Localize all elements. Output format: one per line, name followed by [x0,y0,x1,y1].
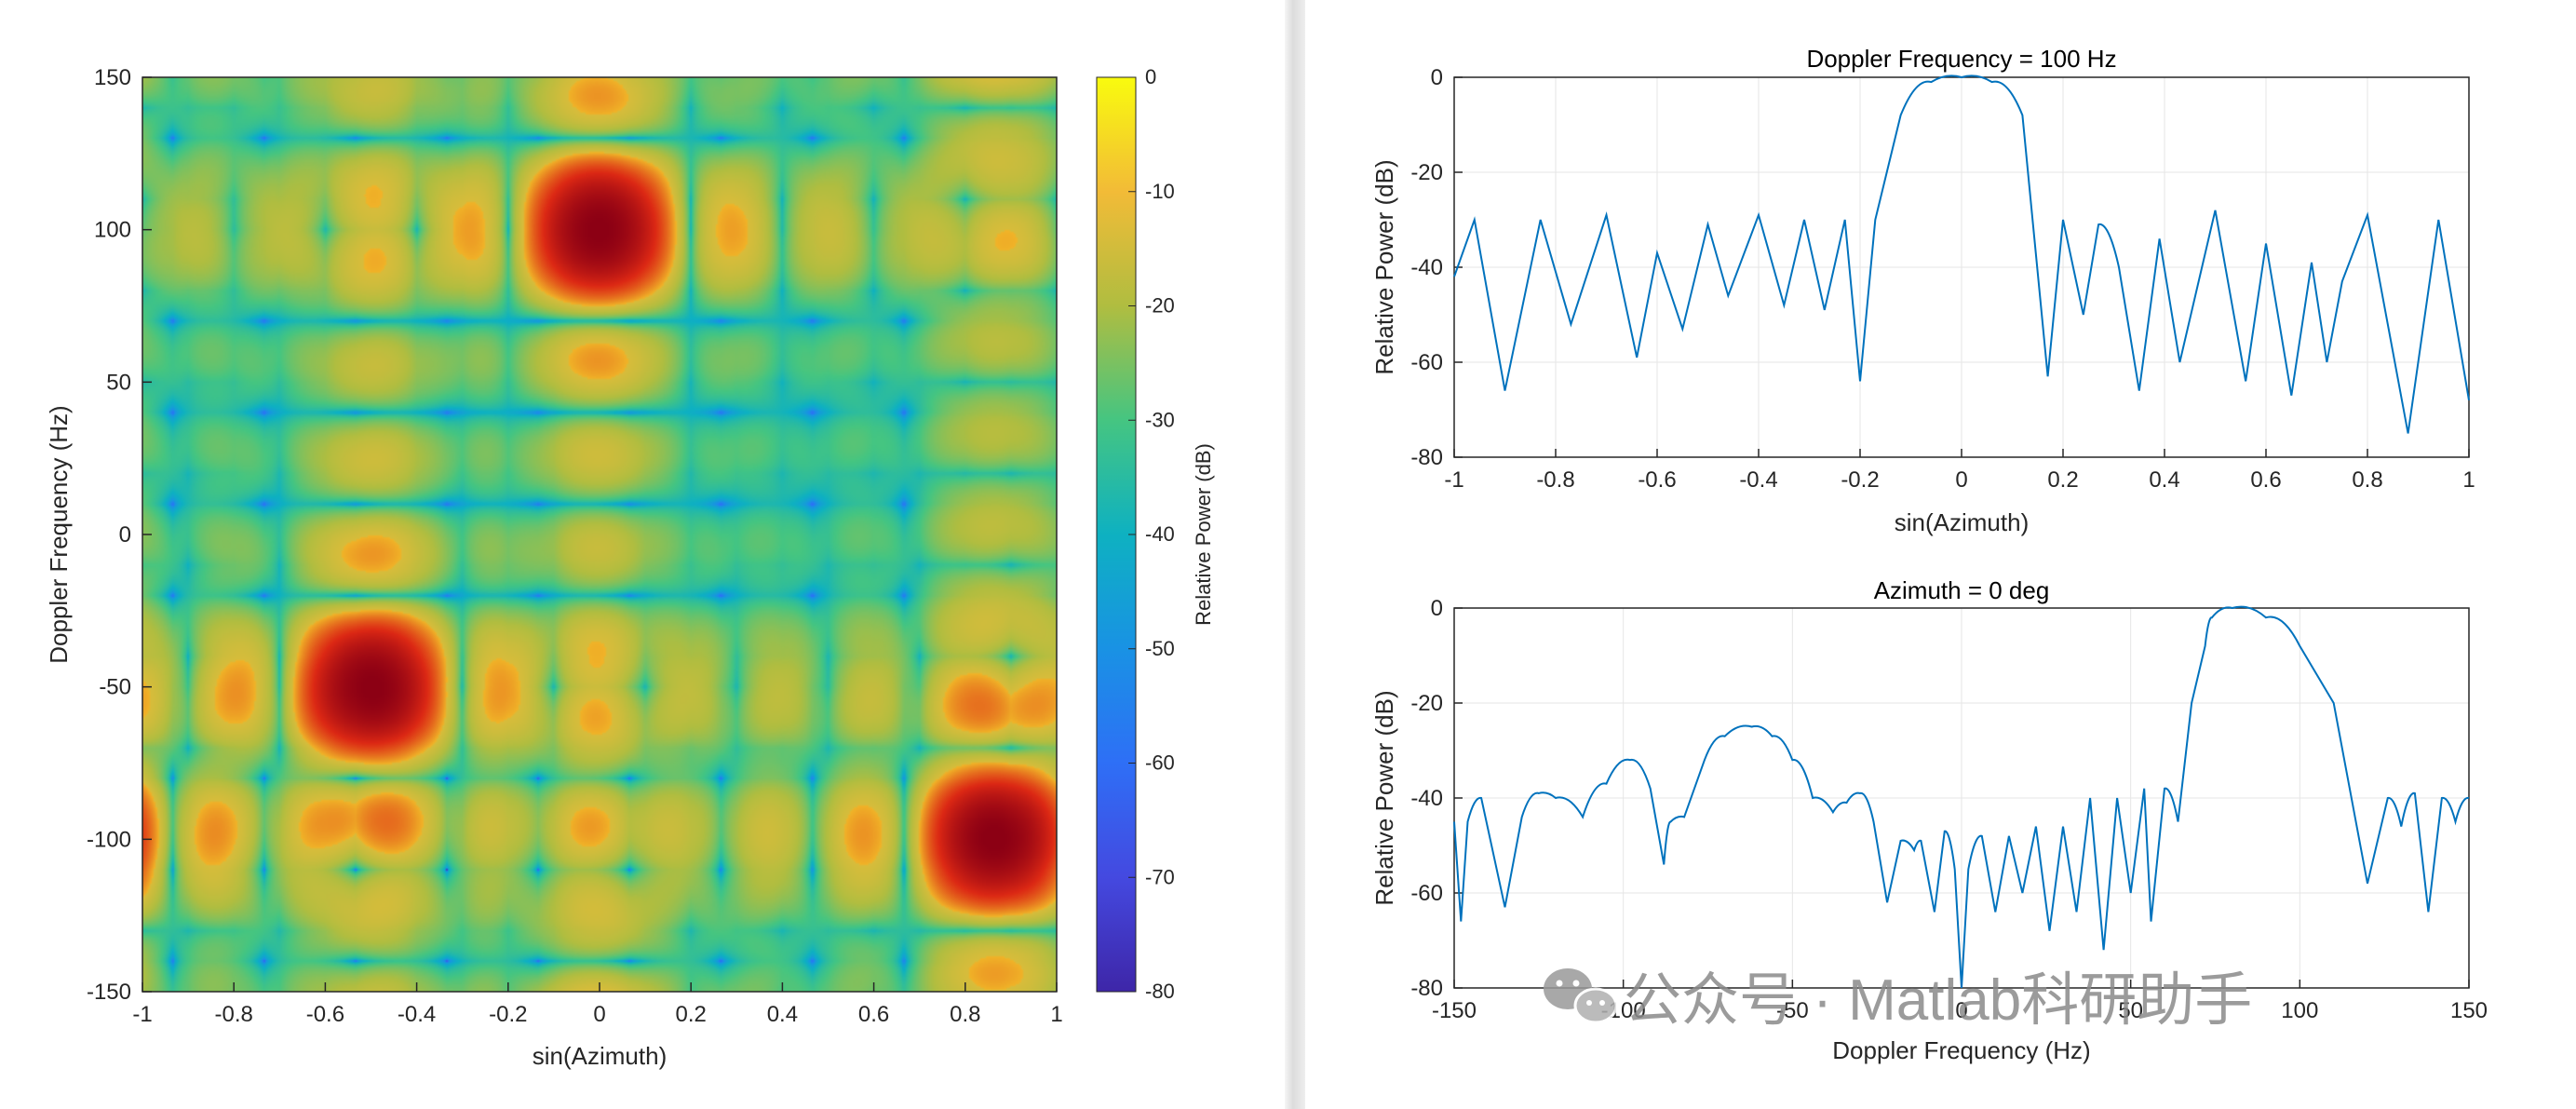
line-plots: -1 -0.8 -0.6 -0.4 -0.2 0 0.2 0.4 0.6 0.8 1 0 -20 -40 -… [1370,45,2488,1064]
plot2-ytick-label: -80 [1410,976,1443,1001]
plot2-xtick-label: 100 [2281,998,2318,1023]
plot1-ytick-label: -80 [1410,445,1443,470]
heatmap-xtick-label: 0.4 [767,1002,798,1027]
heatmap-xtick-label: 0.2 [676,1002,707,1027]
window-divider [1285,0,1305,1109]
heatmap-xtick-label: -0.4 [398,1002,436,1027]
colorbar-tick-label: -60 [1145,751,1175,775]
heatmap-ytick-label: -50 [99,675,131,700]
colorbar-tick-label: -30 [1145,408,1175,431]
colorbar-tick-label: 0 [1145,65,1156,88]
plot1-ytick-label: 0 [1431,65,1443,90]
plot1-xtick-label: 0 [1955,467,1967,493]
colorbar-label: Relative Power (dB) [1192,443,1215,626]
plot2-title: Azimuth = 0 deg [1874,576,2050,604]
heatmap-xtick-label: -1 [132,1002,152,1027]
plot2-xtick-label: 150 [2450,998,2488,1023]
heatmap-ytick-label: 150 [94,65,131,90]
colorbar-tick-label: -40 [1145,522,1175,546]
plot2-xtick-label: -50 [1776,998,1809,1023]
wechat-icon [1544,968,1618,1024]
colorbar-tick-label: -80 [1145,980,1175,1003]
plot2-ytick-label: 0 [1431,596,1443,621]
heatmap-ylabel: Doppler Frequency (Hz) [45,405,73,663]
plot1-xtick-label: -1 [1444,467,1463,493]
heatmap-ytick-label: -100 [87,827,131,852]
heatmap-xlabel: sin(Azimuth) [533,1042,667,1070]
plot1-xtick-label: -0.4 [1739,467,1777,493]
heatmap-xtick-label: 0.6 [858,1002,889,1027]
plot1-xtick-label: 0.4 [2149,467,2179,493]
heatmap-ytick-label: -150 [87,980,131,1005]
heatmap-xtick-label: -0.6 [306,1002,344,1027]
heatmap-xtick-label: -0.2 [489,1002,527,1027]
plot2-ytick-label: -20 [1410,691,1443,716]
colorbar-tick-label: -10 [1145,180,1175,203]
heatmap-image [142,77,1057,992]
heatmap-xtick-label: 0.8 [950,1002,980,1027]
colorbar-tick-label: -70 [1145,865,1175,888]
plot2-xlabel: Doppler Frequency (Hz) [1832,1036,2090,1064]
colorbar-tick-label: -50 [1145,637,1175,660]
heatmap-xtick-label: -0.8 [215,1002,253,1027]
plot1-xtick-label: 0.8 [2352,467,2382,493]
plot1-ytick-label: -60 [1410,350,1443,375]
plot2-xtick-label: 50 [2118,998,2143,1023]
line-plots-panel: -1 -0.8 -0.6 -0.4 -0.2 0 0.2 0.4 0.6 0.8 1 0 -20 -40 -… [1305,0,2576,1109]
heatmap-xtick-label: 0 [593,1002,605,1027]
plot1-xlabel: sin(Azimuth) [1895,508,2029,536]
plot-doppler-100hz: -1 -0.8 -0.6 -0.4 -0.2 0 0.2 0.4 0.6 0.8 1 0 -20 -40 -… [1370,45,2475,536]
heatmap-axes: -1 -0.8 -0.6 -0.4 -0.2 0 0.2 0.4 0.6 0.8 1 150 100 5… [45,65,1215,1070]
heatmap-figure-panel: -1 -0.8 -0.6 -0.4 -0.2 0 0.2 0.4 0.6 0.8 1 150 100 5… [0,0,1285,1109]
plot2-ylabel: Relative Power (dB) [1370,690,1398,905]
watermark-text: 公众号 · Matlab科研助手 [1624,968,2252,1033]
plot2-ytick-label: -40 [1410,786,1443,811]
plot1-xtick-label: 0.2 [2047,467,2078,493]
watermark: 公众号 · Matlab科研助手 [1544,968,2252,1033]
heatmap-ytick-label: 0 [119,522,131,548]
colorbar-tick-label: -20 [1145,294,1175,318]
heatmap-ytick-label: 50 [106,370,131,395]
heatmap-axes-box [142,76,1058,993]
heatmap-xtick-label: 1 [1050,1002,1062,1027]
plot1-series-line [1453,74,2470,434]
plot1-xtick-label: 0.6 [2250,467,2281,493]
plot2-xtick-label: 0 [1955,998,1967,1023]
plot2-series-line [1453,605,2470,989]
heatmap-ytick-label: 100 [94,218,131,243]
plot1-xtick-label: 1 [2462,467,2475,493]
plot2-xtick-label: -150 [1432,998,1477,1023]
plot1-ytick-label: -20 [1410,160,1443,185]
plot1-ytick-label: -40 [1410,255,1443,280]
plot1-title: Doppler Frequency = 100 Hz [1806,45,2116,73]
plot1-ylabel: Relative Power (dB) [1370,159,1398,374]
plot1-xtick-label: -0.2 [1841,467,1879,493]
plot1-xtick-label: -0.8 [1536,467,1574,493]
plot2-ytick-label: -60 [1410,881,1443,906]
plot1-xtick-label: -0.6 [1638,467,1676,493]
